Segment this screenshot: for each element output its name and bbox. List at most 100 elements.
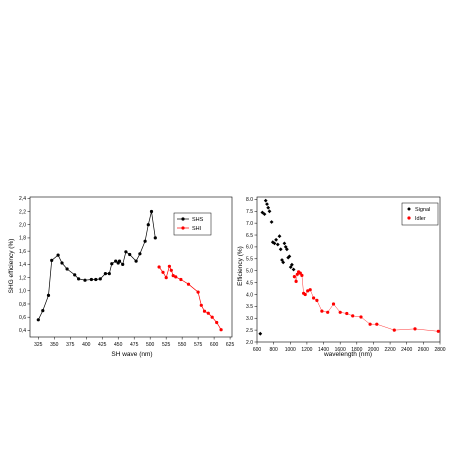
- x-tick-label: 550: [178, 342, 187, 348]
- legend-marker-idler: [407, 216, 411, 220]
- data-point-signal: [277, 234, 282, 239]
- x-tick-label: 1800: [351, 347, 362, 353]
- legend-marker-signal: [407, 207, 411, 211]
- x-tick-label: 475: [130, 342, 139, 348]
- data-point-shi: [186, 282, 191, 286]
- data-point-shi: [161, 270, 165, 274]
- data-point-shs: [110, 262, 114, 266]
- legend-label-idler: Idler: [415, 216, 426, 222]
- data-point-shs: [65, 267, 69, 271]
- data-point-signal: [266, 205, 271, 210]
- data-point-signal: [267, 209, 272, 214]
- x-tick-label: 800: [269, 347, 278, 353]
- y-tick-label: 6.5: [246, 233, 253, 239]
- data-point-signal: [262, 212, 267, 216]
- data-point-shi: [202, 309, 207, 313]
- data-point-idler: [306, 289, 310, 293]
- data-point-signal: [265, 202, 269, 206]
- y-tick-label: 1,0: [19, 289, 26, 295]
- data-point-shs: [56, 253, 60, 257]
- data-point-signal: [275, 242, 280, 247]
- x-tick-label: 600: [210, 342, 219, 348]
- data-point-shi: [206, 311, 210, 315]
- data-point-signal: [290, 262, 294, 267]
- data-point-shi: [219, 328, 223, 332]
- data-point-shs: [134, 259, 138, 263]
- x-tick-label: 1400: [318, 347, 329, 353]
- data-point-shs: [117, 259, 122, 263]
- x-tick-label: 575: [194, 342, 203, 348]
- data-point-signal: [270, 240, 275, 245]
- data-point-idler: [338, 310, 342, 314]
- x-tick-label: 1600: [335, 347, 346, 353]
- data-point-shs: [114, 259, 118, 263]
- legend-marker-shs: [181, 217, 185, 221]
- data-point-shs: [103, 272, 107, 276]
- data-point-shs: [124, 250, 128, 254]
- y-tick-label: 2.5: [246, 328, 253, 334]
- data-point-signal: [281, 260, 286, 265]
- data-point-idler: [413, 327, 417, 331]
- data-point-idler: [294, 279, 298, 283]
- data-point-shi: [179, 277, 183, 282]
- data-point-shi: [169, 268, 173, 272]
- data-point-shs: [60, 261, 64, 265]
- data-point-idler: [368, 322, 372, 326]
- data-point-shs: [143, 239, 147, 243]
- data-point-shs: [77, 277, 81, 281]
- x-tick-label: 2200: [385, 347, 396, 353]
- legend-label-shs: SHS: [192, 217, 204, 223]
- data-point-signal: [280, 258, 284, 262]
- plot-frame: [29, 196, 233, 338]
- y-tick-label: 0,8: [19, 302, 26, 308]
- x-tick-label: 425: [98, 342, 107, 348]
- data-point-idler: [312, 296, 316, 300]
- y-tick-label: 6.0: [246, 245, 253, 251]
- data-point-shi: [174, 275, 178, 279]
- y-tick-label: 3.5: [246, 304, 253, 310]
- data-point-shs: [46, 293, 51, 297]
- y-tick-label: 1,6: [19, 249, 26, 255]
- data-point-shs: [98, 277, 102, 281]
- x-tick-label: 625: [226, 342, 235, 348]
- data-point-shs: [89, 277, 93, 282]
- data-point-shs: [94, 277, 98, 282]
- data-point-signal: [285, 247, 289, 252]
- data-point-shi: [215, 320, 219, 325]
- data-point-idler: [308, 288, 312, 292]
- y-tick-label: 8.0: [246, 197, 253, 203]
- data-point-signal: [272, 241, 277, 246]
- data-point-shi: [199, 303, 203, 307]
- data-point-idler: [303, 292, 307, 297]
- x-tick-label: 325: [34, 342, 43, 348]
- data-point-shs: [138, 252, 142, 256]
- data-point-shi: [167, 264, 171, 268]
- data-point-shs: [149, 209, 154, 214]
- chart-shg-efficiency: SH wave (nm) SHG efficiency (%) 325 350 37…: [8, 196, 234, 358]
- data-point-shs: [50, 258, 54, 262]
- x-axis-label: SH wave (nm): [111, 351, 152, 358]
- x-tick-label: 1000: [285, 347, 296, 353]
- plot-frame: [256, 196, 441, 343]
- data-point-shi: [171, 274, 175, 278]
- data-point-shs: [41, 309, 45, 313]
- data-point-idler: [292, 275, 296, 279]
- x-tick-label: 2600: [418, 347, 429, 353]
- data-point-idler: [359, 315, 363, 319]
- y-tick-label: 2,4: [19, 196, 26, 202]
- data-point-idler: [326, 310, 330, 314]
- data-point-signal: [287, 254, 292, 259]
- data-point-idler: [436, 329, 440, 333]
- y-tick-label: 5.5: [246, 257, 253, 263]
- x-tick-label: 350: [50, 342, 59, 348]
- data-point-idler: [345, 311, 349, 316]
- y-tick-label: 0,4: [19, 328, 26, 334]
- data-point-idler: [315, 298, 319, 302]
- data-point-signal: [258, 331, 263, 336]
- data-point-shs: [107, 272, 111, 276]
- x-axis-label: wavelength (nm): [323, 351, 372, 358]
- y-axis-label: SHG efficiency (%): [8, 239, 15, 294]
- data-point-shi: [164, 276, 168, 280]
- data-point-idler: [392, 328, 396, 332]
- y-tick-label: 5.0: [246, 268, 253, 274]
